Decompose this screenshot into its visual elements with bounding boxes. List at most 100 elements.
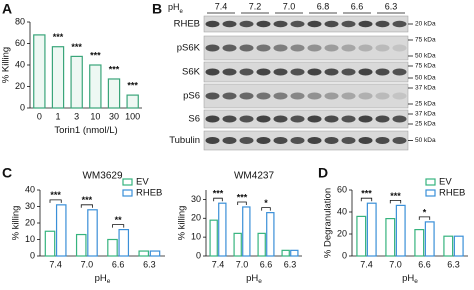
x-tick-label: 6.3 bbox=[284, 259, 297, 269]
blot-band bbox=[239, 137, 254, 144]
panel-letter: B bbox=[152, 1, 162, 17]
y-tick-label: 10 bbox=[25, 234, 35, 244]
blot-band bbox=[375, 68, 390, 76]
bar bbox=[75, 233, 87, 257]
significance-label: *** bbox=[390, 191, 401, 201]
row-label: pS6K bbox=[177, 43, 201, 54]
y-tick-label: 40 bbox=[25, 184, 35, 194]
y-tick-label: 20 bbox=[337, 228, 347, 238]
x-tick-label: 6.3 bbox=[447, 259, 460, 269]
bar bbox=[424, 221, 435, 257]
blot-band bbox=[256, 137, 271, 144]
legend-swatch bbox=[425, 178, 436, 186]
blot-band bbox=[324, 68, 339, 76]
y-tick-label: 80 bbox=[15, 16, 25, 26]
blot-band bbox=[290, 68, 305, 76]
significance-label: *** bbox=[50, 190, 61, 200]
x-axis-label: pHe bbox=[402, 273, 418, 285]
marker-label: 37 kDa bbox=[415, 111, 436, 118]
legend-label: RHEB bbox=[136, 188, 162, 199]
x-tick-label: 1 bbox=[55, 111, 60, 121]
bar bbox=[33, 34, 46, 109]
y-tick-label: 60 bbox=[15, 38, 25, 48]
bar bbox=[89, 64, 102, 109]
x-tick-label: 7.0 bbox=[81, 259, 94, 269]
blot-band bbox=[358, 20, 373, 28]
bar bbox=[266, 212, 275, 257]
blot-band bbox=[341, 115, 356, 123]
blot-strip bbox=[203, 61, 409, 83]
bar bbox=[55, 204, 67, 257]
bar bbox=[257, 232, 266, 257]
blot-band bbox=[290, 44, 305, 52]
blot-band bbox=[256, 44, 271, 52]
blot-band bbox=[358, 115, 373, 123]
blot-band bbox=[222, 115, 237, 123]
y-tick-label: 0 bbox=[30, 250, 35, 260]
blot-band bbox=[256, 20, 271, 28]
blot-header-main: pH bbox=[168, 2, 180, 12]
lane-label: 7.0 bbox=[283, 1, 296, 11]
bar bbox=[414, 229, 425, 257]
significance-bracket bbox=[237, 201, 247, 205]
y-tick-label: 30 bbox=[25, 201, 35, 211]
legend-swatch bbox=[122, 189, 133, 197]
blot-band bbox=[358, 44, 373, 52]
significance-bracket bbox=[261, 207, 271, 211]
blot-strip bbox=[203, 109, 409, 129]
blot-band bbox=[205, 20, 220, 28]
blot-band bbox=[205, 44, 220, 52]
blot-band bbox=[392, 137, 407, 144]
bar bbox=[281, 249, 290, 257]
blot-band bbox=[273, 20, 288, 28]
significance-label: ** bbox=[115, 215, 123, 225]
blot-band bbox=[256, 68, 271, 76]
significance-bracket bbox=[49, 199, 62, 203]
bar bbox=[87, 209, 98, 257]
marker-label: 25 kDa bbox=[415, 121, 436, 128]
marker-label: 50 kDa bbox=[415, 137, 436, 144]
blot-band bbox=[222, 68, 237, 76]
bar bbox=[149, 250, 161, 257]
panel-letter: C bbox=[2, 165, 12, 181]
marker-label: 50 kDa bbox=[415, 75, 436, 82]
y-tick-label: 60 bbox=[337, 184, 347, 194]
bar bbox=[44, 230, 56, 257]
blot-band bbox=[375, 137, 390, 144]
marker-label: 75 kDa bbox=[415, 63, 436, 70]
marker-label: 50 kDa bbox=[415, 53, 436, 60]
significance-bracket bbox=[418, 216, 431, 220]
bar bbox=[242, 206, 251, 257]
x-tick-label: 7.4 bbox=[360, 259, 373, 269]
blot-band bbox=[392, 92, 407, 100]
bar bbox=[107, 238, 118, 257]
blot-band bbox=[324, 20, 339, 28]
bar bbox=[107, 78, 121, 109]
blot-band bbox=[341, 20, 356, 28]
blot-band bbox=[273, 137, 288, 144]
blot-band bbox=[341, 137, 356, 144]
blot-band bbox=[307, 20, 322, 28]
blot-band bbox=[239, 44, 254, 52]
significance-label: *** bbox=[237, 192, 248, 202]
chart-title: WM3629 bbox=[82, 171, 122, 182]
bar bbox=[443, 235, 454, 257]
blot-band bbox=[222, 44, 237, 52]
x-tick-label: 6.3 bbox=[143, 259, 156, 269]
significance-label: *** bbox=[53, 32, 64, 42]
y-tick-label: 40 bbox=[15, 59, 25, 69]
chart-title: WM4237 bbox=[234, 171, 274, 182]
blot-band bbox=[341, 92, 356, 100]
row-label: RHEB bbox=[174, 19, 200, 30]
blot-header: pHe bbox=[168, 2, 184, 14]
y-tick-label: 20 bbox=[25, 217, 35, 227]
y-tick-label: 20 bbox=[15, 81, 25, 91]
x-tick-label: 7.4 bbox=[49, 259, 62, 269]
x-tick-label: 100 bbox=[125, 111, 140, 121]
blot-band bbox=[358, 92, 373, 100]
blot-band bbox=[392, 115, 407, 123]
y-axis-label: % killing bbox=[177, 206, 188, 241]
significance-bracket bbox=[389, 200, 402, 204]
x-tick-label: 30 bbox=[109, 111, 119, 121]
